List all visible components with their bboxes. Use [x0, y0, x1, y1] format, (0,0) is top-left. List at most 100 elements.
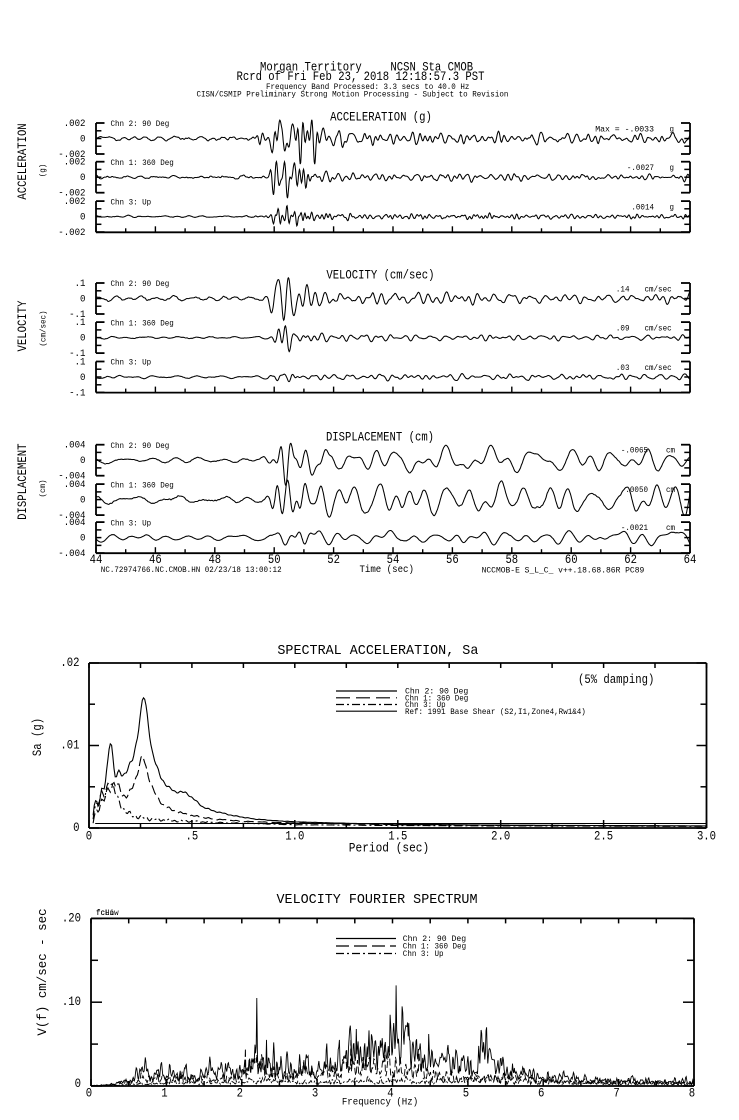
svg-text:62: 62 — [624, 553, 637, 567]
svg-text:Sa (g): Sa (g) — [31, 718, 45, 756]
svg-text:.1: .1 — [75, 358, 86, 369]
svg-text:.002: .002 — [64, 158, 86, 169]
svg-text:NCCMOB-E S_L_C_ v++.18.68.86: NCCMOB-E S_L_C_ v++.18.68.86R PC89 — [482, 567, 645, 576]
svg-text:.002: .002 — [64, 197, 86, 208]
svg-text:0: 0 — [80, 534, 86, 545]
svg-text:Chn 1: 360 Deg: Chn 1: 360 Deg — [111, 480, 174, 490]
svg-text:Chn 1: 360 Deg: Chn 1: 360 Deg — [403, 942, 466, 952]
svg-text:2.5: 2.5 — [594, 830, 613, 844]
svg-text:0: 0 — [86, 830, 92, 844]
svg-text:fcLow: fcLow — [96, 908, 119, 918]
svg-text:1: 1 — [161, 1087, 167, 1101]
svg-text:-.002: -.002 — [58, 228, 85, 239]
svg-text:cm: cm — [666, 447, 675, 456]
svg-text:cm/sec: cm/sec — [645, 324, 672, 334]
svg-text:8: 8 — [689, 1087, 695, 1101]
svg-text:CISN/CSMIP Preliminary Strong: CISN/CSMIP Preliminary Strong Motion Pro… — [197, 90, 509, 100]
svg-text:58: 58 — [505, 553, 518, 567]
svg-text:44: 44 — [90, 553, 103, 567]
svg-text:0: 0 — [80, 173, 86, 184]
svg-text:Chn 1: 360 Deg: Chn 1: 360 Deg — [405, 693, 468, 703]
svg-text:.1: .1 — [75, 318, 86, 329]
svg-text:SPECTRAL ACCELERATION, Sa: SPECTRAL ACCELERATION, Sa — [277, 643, 478, 659]
svg-text:ACCELERATION (g): ACCELERATION (g) — [330, 111, 432, 125]
svg-text:0: 0 — [86, 1087, 92, 1101]
svg-text:.004: .004 — [64, 518, 86, 529]
svg-text:Chn 1: 360 Deg: Chn 1: 360 Deg — [111, 318, 174, 328]
svg-text:Morgan Territory: Morgan Territory — [260, 61, 362, 75]
svg-text:Frequency Band Processed: 3.3: Frequency Band Processed: 3.3 secs to 40… — [266, 82, 469, 92]
svg-text:.20: .20 — [62, 911, 81, 925]
svg-text:Chn 3: Up: Chn 3: Up — [111, 197, 152, 207]
svg-text:fcHi: fcHi — [96, 908, 114, 918]
svg-text:2: 2 — [237, 1087, 243, 1101]
svg-text:46: 46 — [149, 553, 162, 567]
svg-text:.01: .01 — [60, 739, 79, 753]
svg-text:Chn 2: 90 Deg: Chn 2: 90 Deg — [111, 279, 170, 289]
svg-text:.03: .03 — [616, 364, 630, 373]
svg-text:4: 4 — [387, 1087, 393, 1101]
svg-text:DISPLACEMENT: DISPLACEMENT — [16, 443, 30, 520]
svg-text:(5% damping): (5% damping) — [578, 673, 654, 687]
svg-text:Time (sec): Time (sec) — [359, 564, 414, 576]
svg-text:Chn 2: 90 Deg: Chn 2: 90 Deg — [111, 441, 170, 451]
svg-text:1.0: 1.0 — [285, 830, 304, 844]
svg-text:Chn 3: Up: Chn 3: Up — [405, 700, 446, 710]
svg-text:-.1: -.1 — [69, 389, 85, 400]
svg-text:48: 48 — [208, 553, 221, 567]
svg-text:.1: .1 — [75, 279, 86, 290]
svg-text:(cm): (cm) — [38, 479, 48, 497]
svg-text:.002: .002 — [64, 119, 86, 130]
svg-text:(g): (g) — [38, 164, 48, 178]
svg-text:Ref: 1991 Base Shear (S2,I1,Zo: Ref: 1991 Base Shear (S2,I1,Zone4,Rw1&4) — [405, 707, 586, 717]
svg-text:-.004: -.004 — [58, 511, 85, 522]
svg-text:6: 6 — [538, 1087, 544, 1101]
svg-text:.09: .09 — [616, 325, 630, 334]
svg-text:-.004: -.004 — [58, 472, 85, 483]
svg-text:5: 5 — [463, 1087, 469, 1101]
svg-text:NCSN Sta CMOB: NCSN Sta CMOB — [390, 61, 473, 75]
svg-text:Frequency (Hz): Frequency (Hz) — [342, 1097, 418, 1109]
svg-text:cm: cm — [666, 486, 675, 495]
svg-text:cm/sec: cm/sec — [645, 285, 672, 295]
svg-text:(cm/sec): (cm/sec) — [39, 310, 49, 346]
svg-text:Chn 2: 90 Deg: Chn 2: 90 Deg — [405, 687, 468, 697]
svg-text:.5: .5 — [186, 830, 199, 844]
svg-text:-.0021: -.0021 — [621, 524, 648, 533]
svg-text:-.004: -.004 — [58, 549, 85, 560]
svg-text:60: 60 — [565, 553, 578, 567]
svg-text:.004: .004 — [64, 480, 86, 491]
svg-text:0: 0 — [73, 821, 79, 835]
svg-text:52: 52 — [327, 553, 340, 567]
svg-text:-.0065: -.0065 — [621, 447, 648, 456]
svg-text:0: 0 — [80, 496, 86, 507]
svg-text:0: 0 — [80, 295, 86, 306]
svg-text:3.0: 3.0 — [697, 830, 716, 844]
svg-text:NC.72974766.NC.CMOB.HN 02/23/1: NC.72974766.NC.CMOB.HN 02/23/18 13:00:12 — [101, 565, 282, 575]
svg-text:DISPLACEMENT (cm): DISPLACEMENT (cm) — [326, 431, 434, 445]
svg-text:Chn 2: 90 Deg: Chn 2: 90 Deg — [111, 119, 170, 129]
svg-text:0: 0 — [80, 135, 86, 146]
svg-text:.004: .004 — [64, 441, 86, 452]
svg-text:g: g — [670, 126, 675, 135]
svg-text:.0014: .0014 — [631, 204, 654, 213]
svg-text:cm: cm — [666, 524, 675, 533]
svg-text:Chn 3: Up: Chn 3: Up — [403, 949, 444, 959]
svg-text:0: 0 — [80, 373, 86, 384]
svg-text:VELOCITY FOURIER SPECTRUM: VELOCITY FOURIER SPECTRUM — [277, 892, 478, 908]
svg-text:54: 54 — [387, 553, 400, 567]
svg-text:56: 56 — [446, 553, 459, 567]
svg-text:64: 64 — [684, 553, 697, 567]
svg-text:Period (sec): Period (sec) — [349, 842, 429, 856]
svg-text:0: 0 — [80, 334, 86, 345]
svg-text:.02: .02 — [60, 656, 79, 670]
svg-text:Chn 3: Up: Chn 3: Up — [111, 518, 152, 528]
svg-text:7: 7 — [613, 1087, 619, 1101]
svg-text:g: g — [670, 204, 675, 213]
svg-text:Max = -.0033: Max = -.0033 — [595, 126, 654, 135]
svg-text:cm/sec: cm/sec — [645, 363, 672, 373]
svg-text:VELOCITY (cm/sec): VELOCITY (cm/sec) — [326, 269, 434, 283]
svg-text:-.0027: -.0027 — [627, 164, 654, 173]
svg-text:1.5: 1.5 — [388, 830, 407, 844]
svg-text:-.1: -.1 — [69, 310, 85, 321]
